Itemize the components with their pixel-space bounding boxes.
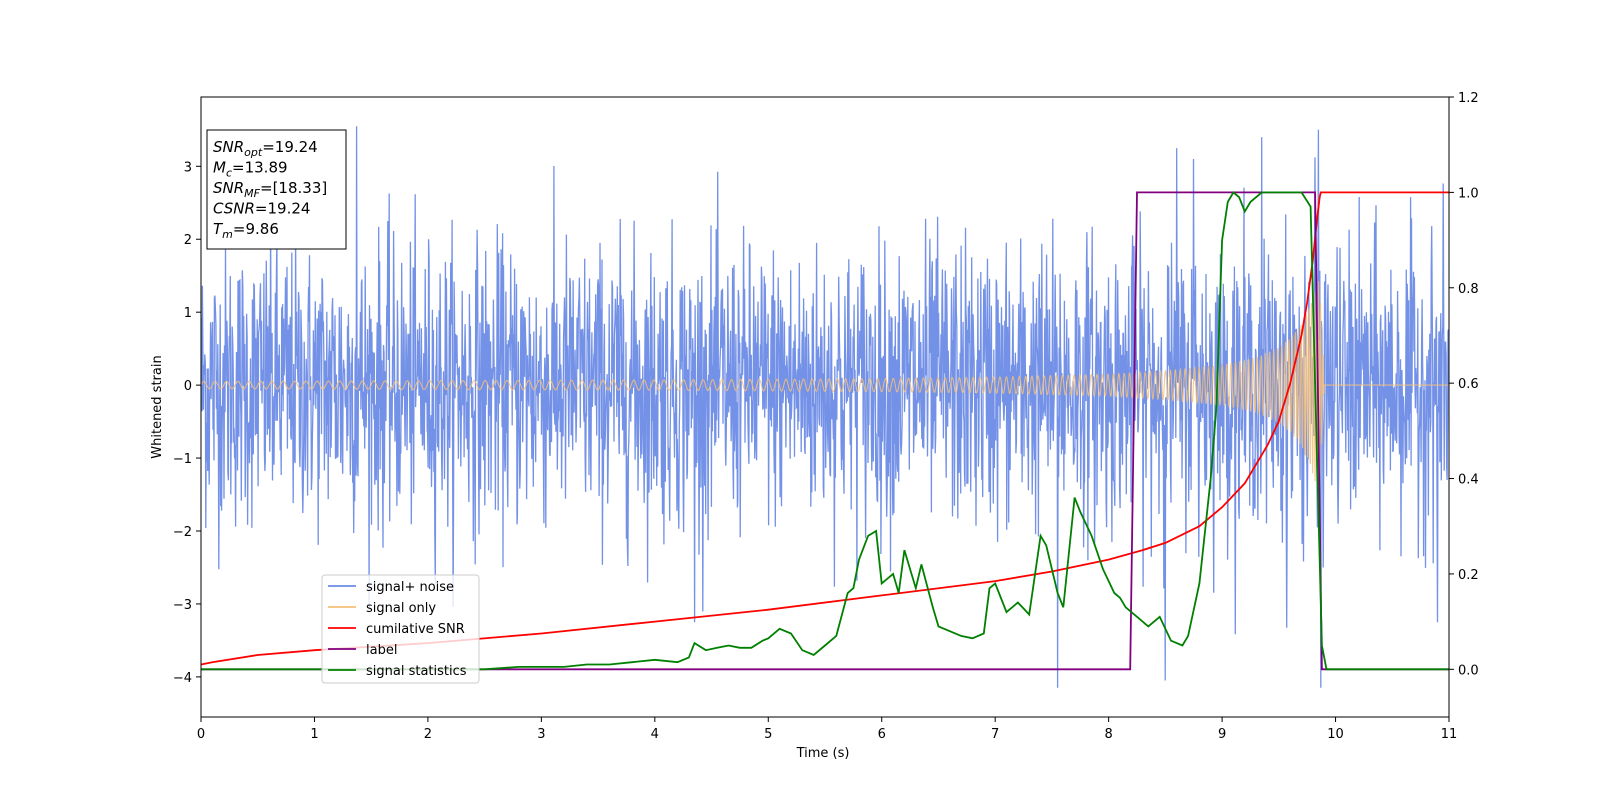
x-tick-label: 11 bbox=[1441, 727, 1458, 742]
legend-label-signal-statistics: signal statistics bbox=[366, 664, 467, 679]
info-line: CSNR=19.24 bbox=[213, 200, 310, 218]
info-box-frame bbox=[206, 129, 347, 250]
info-line: SNRMF=[18.33] bbox=[213, 179, 327, 200]
legend-label-signal-noise: signal+ noise bbox=[366, 580, 454, 595]
series-signal-plus-noise bbox=[201, 126, 1449, 688]
info-line: SNRopt=19.24 bbox=[213, 138, 318, 159]
x-axis: 0 1 2 3 4 5 6 7 8 9 10 11 bbox=[197, 717, 1457, 742]
legend: signal+ noise signal only cumilative SNR la… bbox=[321, 574, 480, 684]
y-axis-title: Whitened strain bbox=[150, 355, 165, 458]
x-tick-label: 6 bbox=[878, 727, 886, 742]
x-tick-label: 8 bbox=[1104, 727, 1112, 742]
legend-frame bbox=[321, 574, 480, 684]
x-tick-label: 0 bbox=[197, 727, 205, 742]
legend-label-cumilative-snr: cumilative SNR bbox=[366, 622, 465, 637]
signal-plus-noise-line bbox=[201, 126, 1449, 688]
signal-only-line bbox=[201, 281, 1449, 491]
y-right-tick-label: 1.0 bbox=[1458, 186, 1479, 201]
y-left-tick-label: 0 bbox=[184, 379, 192, 394]
y-right-tick-label: 0.2 bbox=[1458, 568, 1479, 583]
plot-frame bbox=[200, 96, 1450, 718]
y-right-tick-label: 1.2 bbox=[1458, 91, 1479, 106]
y-axis-right: 0.0 0.2 0.4 0.6 0.8 1.0 1.2 bbox=[1449, 91, 1479, 678]
y-left-tick-label: 2 bbox=[184, 233, 192, 248]
x-tick-label: 1 bbox=[310, 727, 318, 742]
y-left-tick-label: 3 bbox=[184, 160, 192, 175]
y-right-tick-label: 0.6 bbox=[1458, 377, 1479, 392]
y-right-tick-label: 0.0 bbox=[1458, 663, 1479, 678]
x-tick-label: 7 bbox=[991, 727, 999, 742]
info-line: Mc=13.89 bbox=[213, 159, 288, 180]
y-axis-left: −4 −3 −2 −1 0 1 2 3 bbox=[173, 160, 201, 686]
y-left-tick-label: −2 bbox=[173, 525, 192, 540]
y-right-tick-label: 0.4 bbox=[1458, 473, 1479, 488]
y-left-tick-label: −4 bbox=[173, 671, 192, 686]
series-signal-only bbox=[201, 281, 1449, 491]
y-right-tick-label: 0.8 bbox=[1458, 282, 1479, 297]
x-tick-label: 2 bbox=[424, 727, 432, 742]
x-tick-label: 9 bbox=[1218, 727, 1226, 742]
y-left-tick-label: 1 bbox=[184, 306, 192, 321]
x-tick-label: 5 bbox=[764, 727, 772, 742]
info-box: SNRopt=19.24Mc=13.89SNRMF=[18.33]CSNR=19… bbox=[206, 129, 347, 250]
y-left-tick-label: −1 bbox=[173, 452, 192, 467]
legend-label-label: label bbox=[366, 643, 397, 658]
info-line: Tm=9.86 bbox=[213, 220, 279, 241]
y-left-tick-label: −3 bbox=[173, 598, 192, 613]
x-tick-label: 3 bbox=[537, 727, 545, 742]
signal-statistics-line bbox=[201, 191, 1449, 671]
legend-label-signal-only: signal only bbox=[366, 601, 436, 616]
x-axis-title: Time (s) bbox=[796, 746, 850, 761]
x-tick-label: 4 bbox=[651, 727, 659, 742]
x-tick-label: 10 bbox=[1327, 727, 1344, 742]
